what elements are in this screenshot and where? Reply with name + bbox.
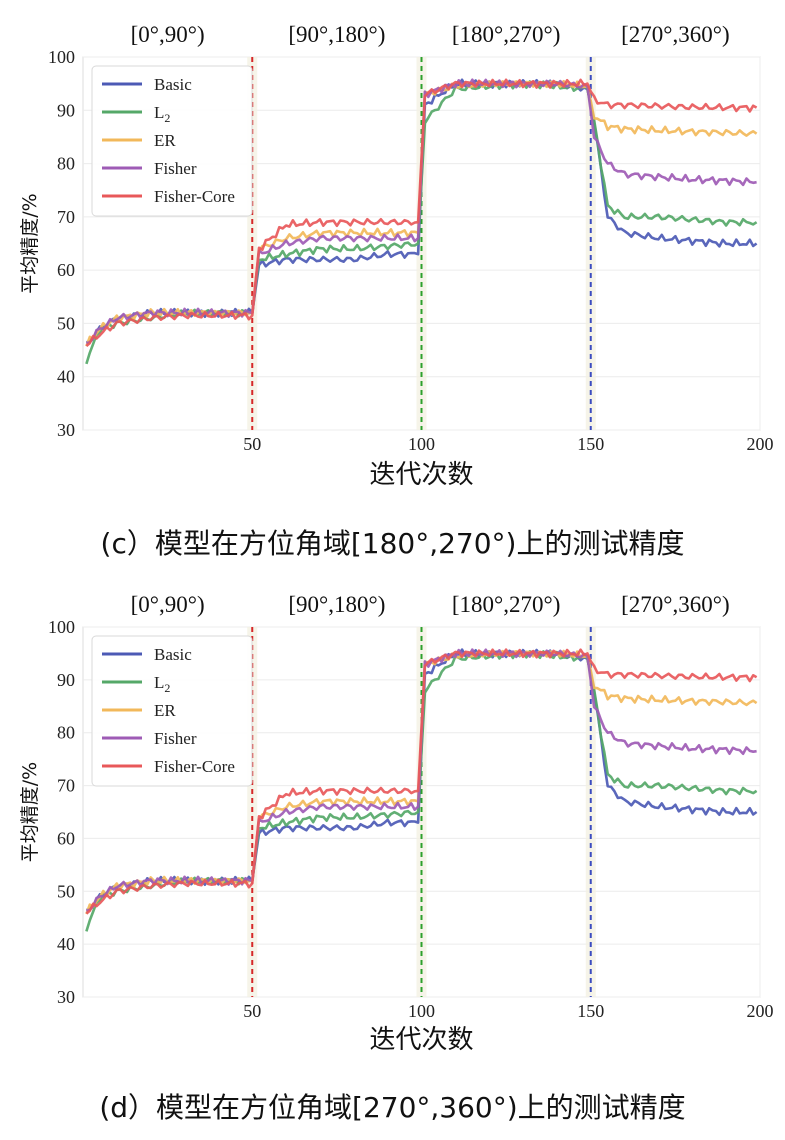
legend-label: Fisher [154, 729, 197, 748]
legend-label: Basic [154, 645, 192, 664]
y-tick-label: 60 [57, 828, 75, 848]
period-label: [180°,270°) [452, 22, 560, 47]
legend-label: Fisher-Core [154, 757, 235, 776]
legend-label: ER [154, 701, 176, 720]
x-tick-label: 150 [577, 1001, 604, 1021]
period-label: [90°,180°) [288, 592, 385, 617]
legend-label: Basic [154, 75, 192, 94]
y-tick-label: 80 [57, 723, 75, 743]
y-tick-label: 50 [57, 881, 75, 901]
y-tick-label: 30 [57, 987, 75, 1007]
y-tick-label: 100 [48, 47, 75, 67]
y-axis-title: 平均精度/% [19, 193, 41, 293]
boundary-band [247, 57, 258, 430]
legend-label: ER [154, 131, 176, 150]
y-tick-label: 70 [57, 207, 75, 227]
period-label: [270°,360°) [621, 592, 729, 617]
y-tick-label: 50 [57, 313, 75, 333]
x-tick-label: 50 [243, 1001, 261, 1021]
period-label: [90°,180°) [288, 22, 385, 47]
x-axis-title: 迭代次数 [369, 1025, 473, 1055]
x-tick-label: 50 [243, 434, 261, 454]
legend-label: Fisher-Core [154, 187, 235, 206]
chart-c-svg: 30 40 50 60 70 80 90 100 50 100 150 200 [0°,90°) [90°… [19, 22, 774, 490]
chart-panel-d: 30 40 50 60 70 80 90 100 50 100 150 200 [0°,90°) [90°… [0, 570, 785, 1140]
x-tick-label: 200 [747, 434, 774, 454]
legend-label: Fisher [154, 159, 197, 178]
x-tick-label: 150 [577, 434, 604, 454]
y-tick-label: 90 [57, 100, 75, 120]
x-tick-label: 200 [747, 1001, 774, 1021]
period-label: [180°,270°) [452, 592, 560, 617]
boundary-band [585, 57, 596, 430]
boundary-band [416, 57, 427, 430]
y-tick-label: 40 [57, 367, 75, 387]
x-tick-label: 100 [408, 1001, 435, 1021]
chart-panel-c: 30 40 50 60 70 80 90 100 50 100 150 200 [0°,90°) [90°… [19, 22, 774, 560]
legend-box [91, 65, 253, 217]
period-label: [270°,360°) [621, 22, 729, 47]
y-tick-label: 100 [48, 617, 75, 637]
y-tick-label: 30 [57, 420, 75, 440]
y-tick-label: 70 [57, 776, 75, 796]
series-line-fisher-core [85, 78, 758, 347]
legend-box [91, 635, 253, 787]
y-tick-label: 40 [57, 934, 75, 954]
y-tick-label: 60 [57, 260, 75, 280]
period-label: [0°,90°) [131, 592, 205, 617]
chart-d-svg: 30 40 50 60 70 80 90 100 50 100 150 200 [0°,90°) [90°… [19, 592, 774, 1055]
x-axis-title: 迭代次数 [369, 460, 473, 490]
y-tick-label: 90 [57, 670, 75, 690]
caption-d: (d）模型在方位角域[270°,360°)上的测试精度 [99, 1091, 686, 1124]
y-axis-title: 平均精度/% [19, 762, 41, 862]
period-label: [0°,90°) [131, 22, 205, 47]
caption-c: (c）模型在方位角域[180°,270°)上的测试精度 [100, 527, 685, 560]
series-line-fisher-core [85, 648, 758, 915]
x-tick-label: 100 [408, 434, 435, 454]
y-tick-label: 80 [57, 154, 75, 174]
